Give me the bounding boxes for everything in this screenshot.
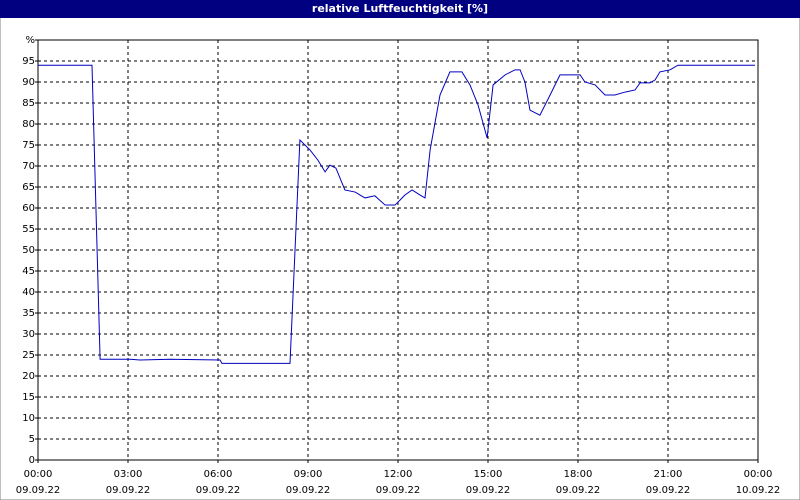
y-tick-label: 80	[22, 119, 35, 130]
x-tick-label: 03:00	[114, 469, 143, 480]
y-tick-label: 0	[29, 455, 35, 466]
y-tick-label: 65	[22, 182, 35, 193]
x-tick-label: 18:00	[564, 469, 593, 480]
x-tick-date: 09.09.22	[556, 485, 601, 496]
x-tick-label: 12:00	[384, 469, 413, 480]
x-tick-label: 00:00	[744, 469, 773, 480]
x-tick-label: 00:00	[24, 469, 53, 480]
x-tick-label: 06:00	[204, 469, 233, 480]
chart-title: relative Luftfeuchtigkeit [%]	[312, 2, 488, 15]
x-tick-label: 09:00	[294, 469, 323, 480]
y-tick-label: 70	[22, 161, 35, 172]
x-tick-label: 15:00	[474, 469, 503, 480]
y-tick-label: 35	[22, 308, 35, 319]
y-tick-label: 75	[22, 140, 35, 151]
x-tick-date: 09.09.22	[646, 485, 691, 496]
y-tick-label: 60	[22, 203, 35, 214]
y-tick-label: 95	[22, 56, 35, 67]
x-tick-date: 09.09.22	[196, 485, 241, 496]
x-tick-date: 10.09.22	[736, 485, 781, 496]
x-tick-date: 09.09.22	[466, 485, 511, 496]
x-tick-date: 09.09.22	[16, 485, 61, 496]
y-tick-label: 30	[22, 329, 35, 340]
y-tick-label: 25	[22, 350, 35, 361]
y-tick-label: 55	[22, 224, 35, 235]
y-tick-label: %	[25, 35, 35, 46]
y-tick-label: 5	[29, 434, 35, 445]
y-tick-label: 85	[22, 98, 35, 109]
y-tick-label: 15	[22, 392, 35, 403]
y-tick-label: 90	[22, 77, 35, 88]
y-tick-label: 10	[22, 413, 35, 424]
y-tick-label: 50	[22, 245, 35, 256]
y-tick-label: 20	[22, 371, 35, 382]
y-tick-label: 45	[22, 266, 35, 277]
x-tick-label: 21:00	[654, 469, 683, 480]
x-tick-date: 09.09.22	[376, 485, 421, 496]
x-tick-date: 09.09.22	[106, 485, 151, 496]
x-tick-date: 09.09.22	[286, 485, 331, 496]
title-bar	[0, 0, 800, 18]
data-line	[38, 64, 755, 364]
y-tick-label: 40	[22, 287, 35, 298]
